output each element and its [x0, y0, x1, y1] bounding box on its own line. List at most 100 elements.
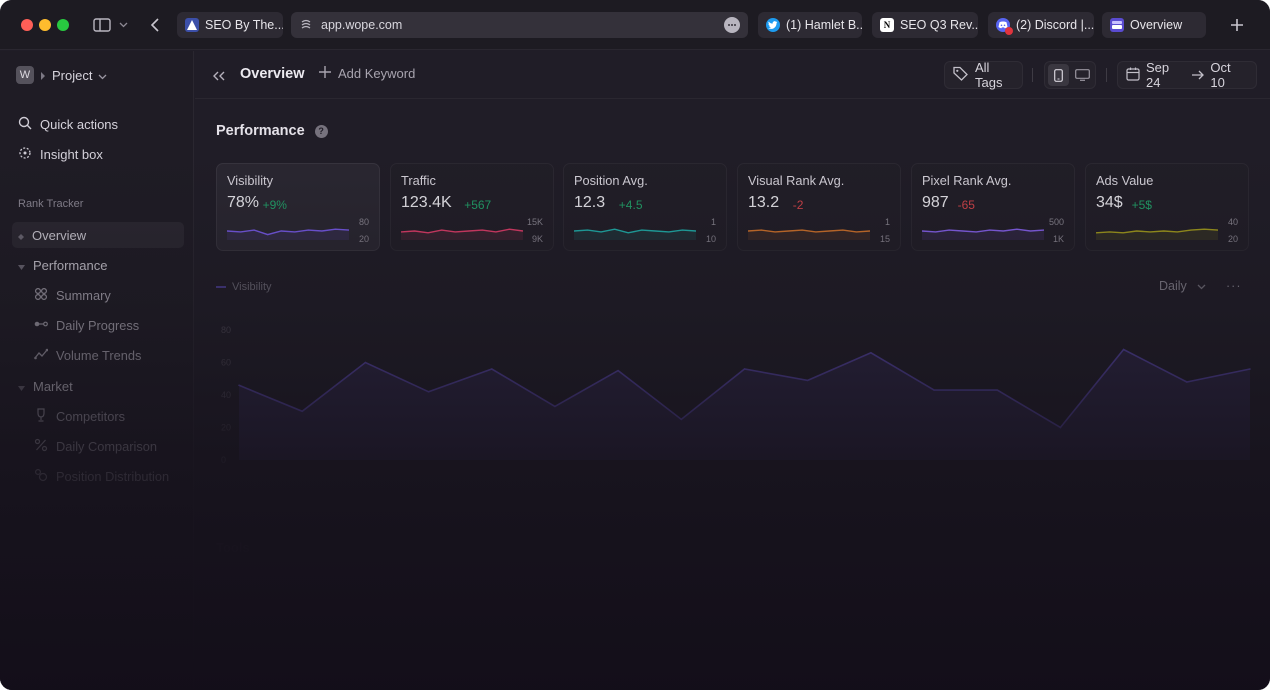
visibility-chart: 0 20 40 60 80: [221, 325, 1251, 465]
axis-min-label: 20: [358, 234, 369, 244]
metric-delta: -65: [957, 198, 975, 212]
new-tab-icon[interactable]: [1228, 15, 1246, 35]
sparkline: [922, 228, 1044, 240]
sidebar-item-competitors[interactable]: Competitors: [34, 403, 125, 429]
sidebar-group-performance[interactable]: Performance: [18, 252, 107, 278]
browser-tab[interactable]: N SEO Q3 Rev...: [872, 12, 978, 38]
browser-tab[interactable]: (1) Hamlet B...: [758, 12, 862, 38]
legend-swatch: [216, 286, 226, 288]
tag-icon: [953, 66, 968, 84]
chevron-down-icon: [1197, 279, 1206, 293]
address-bar[interactable]: app.wope.com: [291, 12, 748, 38]
interval-select[interactable]: Daily: [1159, 279, 1206, 293]
axis-min-label: 15: [879, 234, 890, 244]
all-tags-label: All Tags: [975, 60, 1003, 90]
close-window-button[interactable]: [21, 19, 33, 31]
minimize-window-button[interactable]: [39, 19, 51, 31]
metric-delta: +4.5: [618, 198, 643, 212]
app-sidebar: W Project Quick actions Insight box Rank…: [0, 51, 194, 690]
tab-title: Overview: [1130, 18, 1183, 32]
url-text: app.wope.com: [321, 18, 403, 32]
performance-section-title: Performance ?: [216, 123, 328, 139]
y-tick-label: 20: [221, 423, 231, 433]
metric-card[interactable]: Ads Value 34$ +5$ 40 20: [1085, 163, 1249, 251]
chevron-down-icon: [98, 68, 107, 83]
arrow-right-icon: [1192, 68, 1205, 83]
browser-tab[interactable]: SEO By The...: [177, 12, 283, 38]
project-switcher[interactable]: W Project: [16, 62, 107, 88]
y-tick-label: 0: [221, 455, 226, 465]
desktop-view-icon[interactable]: [1073, 64, 1092, 86]
chevron-down-icon[interactable]: [117, 15, 129, 35]
overview-label: Overview: [32, 227, 87, 243]
metric-label: Visual Rank Avg.: [748, 173, 845, 188]
data-point: [301, 410, 303, 413]
data-point: [1059, 426, 1062, 429]
axis-max-label: 1: [884, 217, 890, 227]
data-point: [238, 384, 240, 387]
data-point: [996, 389, 999, 391]
metric-card[interactable]: Visibility 78% +9% 80 20: [216, 163, 380, 251]
more-dots-icon: ···: [1226, 279, 1242, 293]
wope-icon: [1110, 18, 1124, 32]
browser-tab[interactable]: Overview: [1102, 12, 1206, 38]
y-tick-label: 40: [221, 390, 231, 400]
data-point: [680, 418, 683, 421]
sidebar-toggle-icon[interactable]: [92, 15, 112, 35]
trend-icon: [34, 347, 49, 364]
metric-card[interactable]: Position Avg. 12.3 +4.5 1 10: [563, 163, 727, 251]
position-distribution-label: Position Distribution: [56, 468, 170, 484]
competitors-label: Competitors: [56, 408, 125, 424]
more-options-icon[interactable]: [724, 17, 740, 33]
tab-title: (2) Discord |...: [1016, 18, 1094, 32]
sidebar-item-summary[interactable]: Summary: [34, 282, 111, 308]
data-point: [1249, 368, 1251, 370]
metric-label: Visibility: [227, 173, 273, 188]
page-title: Overview: [240, 66, 305, 82]
date-end: Oct 10: [1210, 60, 1231, 90]
metric-label: Pixel Rank Avg.: [922, 173, 1012, 188]
metric-value: 13.2: [748, 194, 780, 211]
metric-card[interactable]: Traffic 123.4K +567 15K 9K: [390, 163, 554, 251]
date-range-picker[interactable]: Sep 24 Oct 10: [1117, 60, 1257, 90]
axis-max-label: 40: [1227, 217, 1238, 227]
caret-down-icon: [18, 258, 25, 273]
grid-icon: [34, 287, 48, 304]
data-point: [554, 405, 556, 408]
divider: [1106, 68, 1107, 82]
quick-actions-item[interactable]: Quick actions: [18, 111, 118, 137]
collapse-sidebar-icon[interactable]: [213, 68, 225, 86]
metric-delta: +567: [464, 198, 492, 212]
sidebar-item-daily-progress[interactable]: Daily Progress: [34, 312, 139, 338]
metric-card[interactable]: Visual Rank Avg. 13.2 -2 1 15: [737, 163, 901, 251]
sidebar-item-daily-comparison[interactable]: Daily Comparison: [34, 433, 157, 459]
axis-min-label: 9K: [531, 234, 543, 244]
sidebar-group-market[interactable]: Market: [18, 373, 73, 399]
twitter-icon: [766, 18, 780, 32]
sidebar-item-position-distribution[interactable]: Position Distribution: [34, 463, 169, 489]
metric-value: 12.3: [574, 194, 606, 211]
data-point: [427, 390, 430, 393]
back-arrow-icon[interactable]: [146, 15, 162, 35]
data-point: [933, 389, 935, 391]
all-tags-filter[interactable]: All Tags: [944, 60, 1023, 90]
browser-titlebar: SEO By The... app.wope.com (1) Hamlet B.…: [0, 0, 1270, 50]
sparkline: [1096, 228, 1218, 240]
browser-tab[interactable]: (2) Discord |...: [988, 12, 1094, 38]
mobile-view-icon[interactable]: [1048, 64, 1069, 86]
axis-max-label: 500: [1048, 217, 1064, 227]
notion-icon: N: [880, 18, 894, 32]
data-point: [806, 379, 809, 382]
metric-card[interactable]: Pixel Rank Avg. 987 -65 500 1K: [911, 163, 1075, 251]
sidebar-item-volume-trends[interactable]: Volume Trends: [34, 342, 141, 368]
insight-box-item[interactable]: Insight box: [18, 141, 103, 167]
metric-value: 123.4K: [401, 194, 452, 211]
search-icon: [18, 116, 32, 133]
add-keyword-button[interactable]: Add Keyword: [319, 66, 415, 81]
sidebar-item-overview[interactable]: Overview: [12, 222, 184, 248]
zoom-window-button[interactable]: [57, 19, 69, 31]
y-tick-label: 60: [221, 358, 231, 368]
page-header: Overview Add Keyword All Tags Sep 24 Oct…: [195, 51, 1270, 99]
chart-more-button[interactable]: ···: [1226, 279, 1242, 293]
help-icon[interactable]: ?: [314, 124, 328, 138]
